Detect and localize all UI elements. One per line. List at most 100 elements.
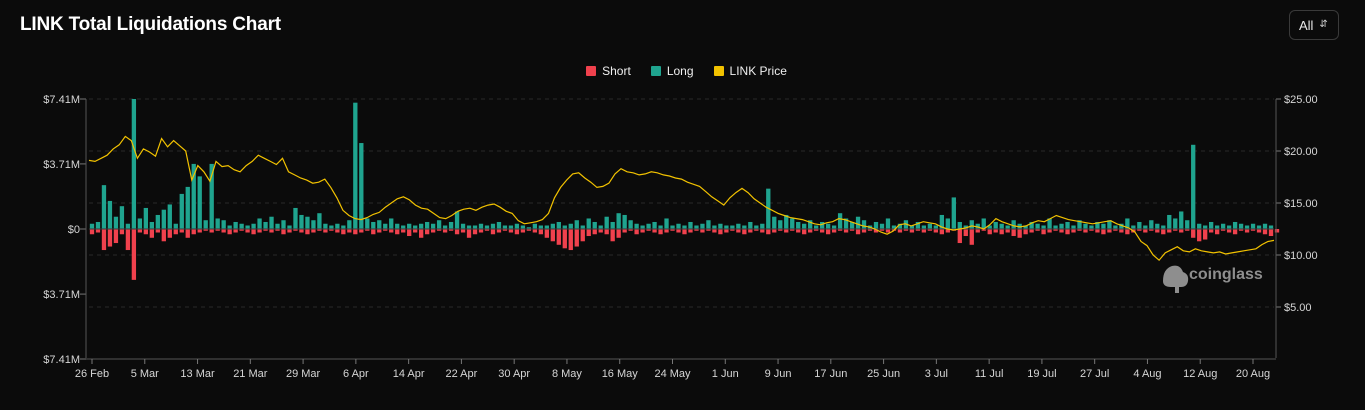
short-bar[interactable] bbox=[173, 229, 178, 235]
long-bar[interactable] bbox=[173, 223, 178, 229]
short-bar[interactable] bbox=[1167, 229, 1172, 233]
short-bar[interactable] bbox=[407, 229, 412, 237]
short-bar[interactable] bbox=[879, 229, 885, 231]
short-bar[interactable] bbox=[927, 229, 933, 231]
long-bar[interactable] bbox=[1161, 225, 1166, 229]
long-bar[interactable] bbox=[95, 221, 101, 229]
long-bar[interactable] bbox=[442, 225, 448, 229]
long-bar[interactable] bbox=[1209, 221, 1214, 229]
long-bar[interactable] bbox=[879, 223, 885, 229]
long-bar[interactable] bbox=[550, 223, 555, 229]
short-bar[interactable] bbox=[263, 229, 268, 231]
long-bar[interactable] bbox=[323, 223, 328, 229]
long-bar[interactable] bbox=[915, 221, 921, 229]
short-bar[interactable] bbox=[167, 229, 172, 238]
short-bar[interactable] bbox=[1197, 229, 1202, 242]
short-bar[interactable] bbox=[1244, 229, 1250, 233]
long-bar[interactable] bbox=[125, 223, 131, 229]
short-bar[interactable] bbox=[1274, 229, 1280, 233]
short-bar[interactable] bbox=[1053, 229, 1058, 231]
long-bar[interactable] bbox=[909, 225, 915, 229]
short-bar[interactable] bbox=[580, 229, 585, 242]
short-bar[interactable] bbox=[1268, 229, 1274, 237]
long-bar[interactable] bbox=[1238, 223, 1244, 229]
long-bar[interactable] bbox=[873, 221, 879, 229]
short-bar[interactable] bbox=[227, 229, 232, 235]
long-bar[interactable] bbox=[664, 218, 669, 229]
short-bar[interactable] bbox=[909, 229, 915, 233]
long-bar[interactable] bbox=[604, 216, 609, 229]
short-bar[interactable] bbox=[119, 229, 125, 235]
short-bar[interactable] bbox=[383, 229, 388, 231]
long-bar[interactable] bbox=[843, 218, 849, 229]
short-bar[interactable] bbox=[544, 229, 549, 238]
short-bar[interactable] bbox=[1250, 229, 1256, 231]
short-bar[interactable] bbox=[664, 229, 669, 233]
long-bar[interactable] bbox=[221, 220, 226, 229]
short-bar[interactable] bbox=[981, 229, 986, 231]
legend-item-price[interactable]: LINK Price bbox=[706, 64, 787, 78]
short-bar[interactable] bbox=[1226, 229, 1232, 233]
short-bar[interactable] bbox=[395, 229, 400, 235]
long-bar[interactable] bbox=[969, 220, 974, 229]
long-bar[interactable] bbox=[215, 218, 220, 229]
short-bar[interactable] bbox=[347, 229, 352, 233]
short-bar[interactable] bbox=[233, 229, 238, 233]
short-bar[interactable] bbox=[825, 229, 831, 235]
long-bar[interactable] bbox=[1023, 225, 1028, 229]
long-bar[interactable] bbox=[269, 216, 274, 229]
short-bar[interactable] bbox=[1029, 229, 1034, 233]
short-bar[interactable] bbox=[1220, 229, 1226, 231]
long-bar[interactable] bbox=[233, 221, 238, 229]
short-bar[interactable] bbox=[784, 229, 789, 233]
short-bar[interactable] bbox=[472, 229, 478, 235]
long-bar[interactable] bbox=[251, 223, 256, 229]
short-bar[interactable] bbox=[89, 229, 95, 235]
long-bar[interactable] bbox=[808, 220, 813, 229]
short-bar[interactable] bbox=[1119, 229, 1124, 233]
short-bar[interactable] bbox=[736, 229, 741, 233]
long-bar[interactable] bbox=[802, 223, 807, 229]
short-bar[interactable] bbox=[849, 229, 855, 231]
long-bar[interactable] bbox=[1203, 225, 1208, 229]
long-bar[interactable] bbox=[897, 223, 903, 229]
short-bar[interactable] bbox=[341, 229, 346, 235]
short-bar[interactable] bbox=[796, 229, 801, 233]
short-bar[interactable] bbox=[1214, 229, 1220, 235]
short-bar[interactable] bbox=[1077, 229, 1082, 231]
short-bar[interactable] bbox=[496, 229, 502, 233]
short-bar[interactable] bbox=[131, 229, 137, 280]
long-bar[interactable] bbox=[568, 223, 573, 229]
short-bar[interactable] bbox=[676, 229, 681, 233]
short-bar[interactable] bbox=[281, 229, 286, 235]
long-bar[interactable] bbox=[532, 223, 538, 229]
long-bar[interactable] bbox=[383, 223, 388, 229]
long-bar[interactable] bbox=[891, 225, 897, 229]
long-bar[interactable] bbox=[1095, 221, 1100, 229]
short-bar[interactable] bbox=[257, 229, 262, 233]
short-bar[interactable] bbox=[191, 229, 196, 235]
short-bar[interactable] bbox=[484, 229, 490, 231]
long-bar[interactable] bbox=[1244, 225, 1250, 229]
short-bar[interactable] bbox=[125, 229, 131, 251]
long-bar[interactable] bbox=[634, 223, 639, 229]
long-bar[interactable] bbox=[197, 176, 202, 229]
long-bar[interactable] bbox=[688, 221, 693, 229]
long-bar[interactable] bbox=[598, 225, 603, 229]
long-bar[interactable] bbox=[885, 218, 891, 229]
short-bar[interactable] bbox=[837, 229, 843, 231]
long-bar[interactable] bbox=[329, 225, 334, 229]
long-bar[interactable] bbox=[700, 223, 705, 229]
long-bar[interactable] bbox=[1035, 223, 1040, 229]
short-bar[interactable] bbox=[311, 229, 316, 233]
short-bar[interactable] bbox=[185, 229, 190, 238]
short-bar[interactable] bbox=[831, 229, 837, 233]
long-bar[interactable] bbox=[1131, 225, 1136, 229]
long-bar[interactable] bbox=[616, 213, 621, 229]
short-bar[interactable] bbox=[1065, 229, 1070, 235]
long-bar[interactable] bbox=[89, 223, 95, 229]
long-bar[interactable] bbox=[640, 225, 645, 229]
short-bar[interactable] bbox=[903, 229, 909, 231]
short-bar[interactable] bbox=[101, 229, 107, 251]
long-bar[interactable] bbox=[341, 225, 346, 229]
